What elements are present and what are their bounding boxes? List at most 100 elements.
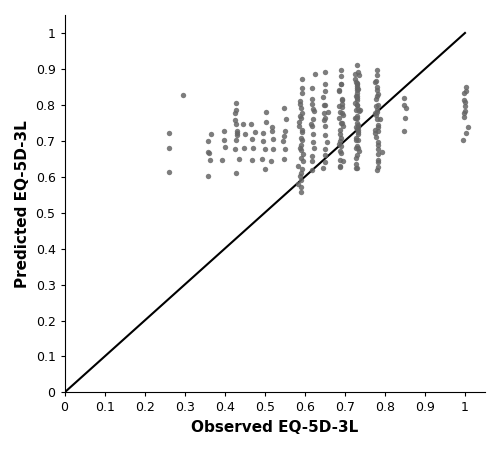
Point — [374, 145, 382, 153]
Point — [318, 164, 326, 171]
Point — [298, 141, 306, 148]
Point — [280, 104, 288, 112]
Point — [355, 148, 363, 155]
Point — [296, 100, 304, 108]
Point — [308, 122, 316, 129]
Point — [462, 130, 469, 137]
Point — [336, 162, 344, 169]
Point — [294, 162, 302, 170]
Point — [281, 145, 289, 152]
Point — [354, 121, 362, 128]
Y-axis label: Predicted EQ-5D-3L: Predicted EQ-5D-3L — [15, 120, 30, 288]
Point — [336, 86, 344, 94]
Point — [336, 108, 344, 116]
Point — [204, 138, 212, 145]
Point — [336, 102, 344, 109]
Point — [338, 95, 346, 102]
Point — [310, 130, 318, 137]
Point — [354, 130, 362, 137]
Point — [460, 97, 468, 104]
Point — [298, 84, 306, 91]
Point — [355, 107, 363, 114]
Point — [354, 128, 362, 135]
Point — [280, 156, 288, 163]
Point — [354, 136, 362, 144]
Point — [298, 165, 306, 172]
Point — [297, 170, 305, 177]
Point — [296, 144, 304, 152]
Point — [220, 128, 228, 135]
Point — [296, 112, 304, 120]
Point — [308, 152, 316, 159]
Point — [352, 164, 360, 171]
Point — [354, 126, 362, 134]
Point — [267, 158, 275, 165]
Point — [372, 103, 380, 110]
Point — [337, 120, 345, 127]
Point — [338, 120, 345, 127]
Point — [309, 138, 317, 145]
Point — [336, 156, 344, 163]
Point — [338, 109, 346, 117]
Point — [353, 84, 361, 91]
Point — [374, 158, 382, 166]
Point — [460, 89, 468, 96]
Point — [309, 115, 317, 122]
Point — [261, 166, 269, 173]
Point — [372, 84, 380, 91]
Point — [206, 149, 214, 157]
Point — [320, 109, 328, 116]
Point — [340, 122, 347, 130]
Point — [338, 158, 346, 165]
Point — [374, 90, 382, 98]
Point — [298, 126, 306, 134]
Point — [373, 87, 381, 94]
Point — [221, 143, 229, 150]
Point — [298, 76, 306, 83]
Point — [353, 80, 361, 87]
Point — [337, 72, 345, 80]
Point — [308, 158, 316, 165]
Point — [262, 108, 270, 115]
Point — [320, 122, 328, 130]
Point — [374, 141, 382, 149]
Point — [374, 163, 382, 170]
Point — [352, 92, 360, 99]
Point — [354, 106, 362, 113]
Point — [374, 92, 382, 99]
Point — [268, 123, 276, 130]
Point — [352, 114, 360, 122]
Point — [401, 115, 409, 122]
Point — [336, 147, 344, 154]
Point — [251, 129, 259, 136]
Point — [308, 100, 316, 107]
Point — [352, 71, 360, 78]
Point — [164, 130, 172, 137]
Point — [230, 109, 238, 116]
Point — [353, 96, 361, 104]
Point — [336, 67, 344, 74]
Point — [352, 78, 360, 85]
Point — [373, 72, 381, 79]
Point — [297, 104, 305, 112]
Point — [322, 131, 330, 139]
Point — [231, 145, 239, 153]
Point — [166, 169, 173, 176]
Point — [335, 140, 343, 148]
Point — [336, 126, 344, 134]
Point — [308, 166, 316, 173]
Point — [374, 116, 382, 123]
Point — [280, 133, 288, 140]
Point — [336, 130, 344, 137]
Point — [354, 112, 362, 119]
Point — [338, 103, 346, 110]
Point — [374, 122, 382, 129]
Point — [352, 154, 360, 162]
Point — [281, 127, 289, 134]
Point — [462, 83, 470, 90]
Point — [372, 95, 380, 103]
Point — [268, 128, 276, 135]
Point — [374, 151, 382, 158]
Point — [371, 126, 379, 134]
Point — [400, 94, 408, 102]
